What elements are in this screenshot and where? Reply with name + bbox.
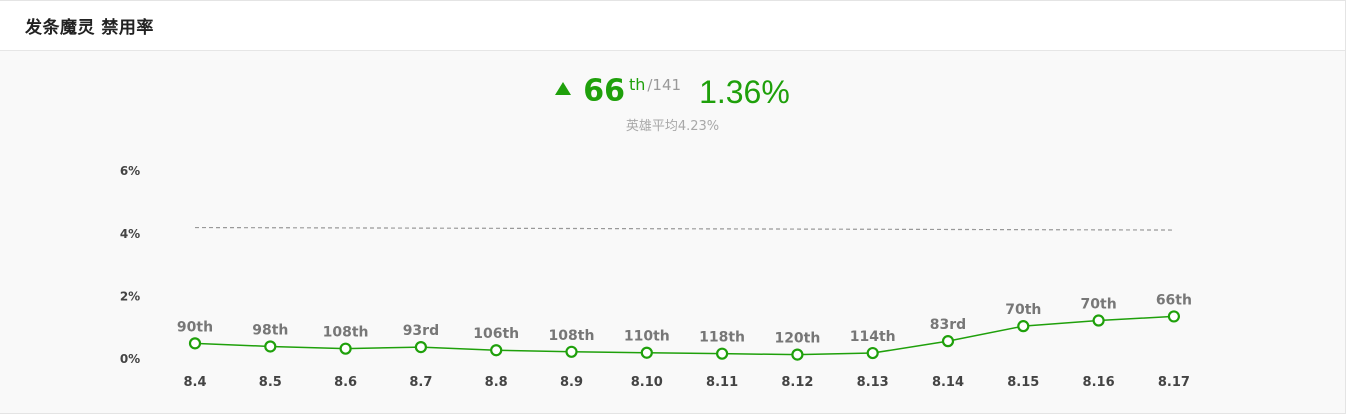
data-label: 83rd: [930, 317, 966, 333]
data-label: 70th: [1081, 297, 1117, 313]
data-label: 120th: [774, 331, 820, 347]
x-tick-label: 8.6: [334, 375, 357, 390]
data-label: 98th: [252, 322, 288, 338]
y-tick-label: 0%: [120, 352, 140, 366]
y-tick-label: 2%: [120, 289, 140, 303]
data-point: [490, 344, 503, 357]
x-tick-label: 8.10: [631, 375, 663, 390]
data-label: 70th: [1005, 302, 1041, 318]
data-point: [414, 341, 427, 354]
ban-rate-line: [194, 315, 1174, 356]
data-point: [1167, 310, 1181, 323]
x-tick-label: 8.5: [259, 375, 282, 390]
data-label: 93rd: [403, 323, 439, 339]
trend-up-icon: [555, 82, 572, 95]
data-point: [715, 347, 729, 360]
x-tick-label: 8.16: [1083, 375, 1115, 390]
rank-suffix: th: [628, 74, 646, 94]
average-line: [194, 226, 1174, 231]
data-point: [640, 346, 653, 359]
x-tick-label: 8.4: [183, 375, 206, 390]
data-label: 108th: [323, 325, 369, 341]
data-label: 108th: [549, 328, 595, 344]
x-tick-label: 8.12: [781, 375, 813, 390]
data-label: 110th: [624, 329, 670, 345]
x-tick-label: 8.15: [1007, 375, 1039, 390]
ban-rate-chart: 6% 4% 2% 0% 8.4 8.5 8.6 8.7 8.8 8.9 8.10 8.11 8.12 8.…: [120, 164, 1192, 390]
data-point: [565, 345, 578, 358]
x-tick-label: 8.7: [409, 375, 432, 390]
y-tick-label: 4%: [120, 227, 140, 241]
panel-header: 发条魔灵 禁用率: [0, 1, 1345, 51]
data-point: [866, 346, 879, 360]
x-tick-label: 8.9: [560, 375, 583, 390]
data-point: [941, 335, 955, 348]
data-label: 118th: [699, 330, 745, 346]
data-point: [1092, 314, 1105, 327]
rank-value: 66: [583, 73, 625, 109]
chart-area: 6% 4% 2% 0% 8.4 8.5 8.6 8.7 8.8 8.9 8.10 8.11 8.12 8.…: [0, 51, 1345, 413]
y-tick-label: 6%: [120, 164, 140, 178]
x-tick-label: 8.13: [857, 375, 889, 390]
x-tick-label: 8.11: [706, 375, 738, 390]
x-tick-label: 8.17: [1158, 375, 1190, 390]
data-point: [188, 337, 202, 350]
ban-rate-value: 1.36%: [699, 73, 790, 110]
data-point: [339, 342, 352, 355]
data-label: 66th: [1156, 292, 1192, 308]
rank-total: /141: [647, 75, 682, 94]
data-label: 106th: [473, 326, 519, 342]
panel-title: 发条魔灵 禁用率: [25, 18, 154, 38]
champion-average-note: 英雄平均4.23%: [625, 119, 720, 134]
data-label: 114th: [850, 329, 896, 345]
data-label: 90th: [177, 319, 213, 335]
data-point: [1017, 320, 1030, 333]
data-point: [264, 340, 277, 353]
x-tick-label: 8.8: [485, 375, 508, 390]
x-tick-label: 8.14: [932, 375, 964, 390]
data-point: [791, 348, 804, 361]
